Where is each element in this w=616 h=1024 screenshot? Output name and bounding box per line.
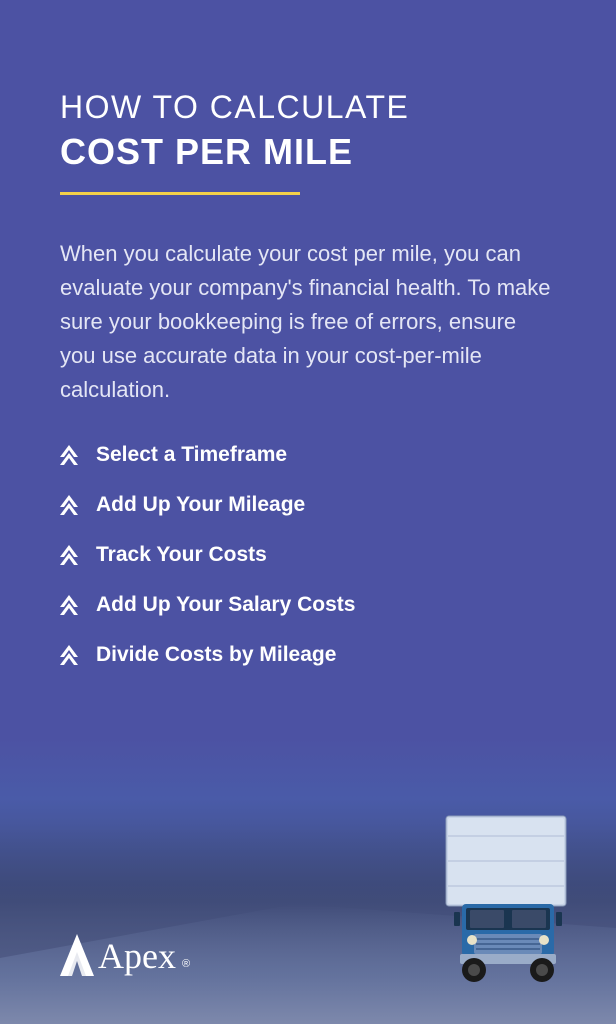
brand-logo: Apex ® bbox=[60, 934, 190, 976]
intro-paragraph: When you calculate your cost per mile, y… bbox=[60, 237, 556, 407]
registered-mark: ® bbox=[180, 958, 190, 976]
list-item-label: Select a Timeframe bbox=[96, 443, 287, 467]
brand-logo-text: Apex bbox=[98, 938, 176, 976]
list-item-label: Divide Costs by Mileage bbox=[96, 643, 336, 667]
chevron-up-icon bbox=[60, 645, 78, 665]
truck-illustration bbox=[426, 806, 586, 986]
chevron-up-icon bbox=[60, 445, 78, 465]
title-underline bbox=[60, 192, 300, 195]
list-item: Track Your Costs bbox=[60, 543, 556, 567]
title-line-1: HOW TO CALCULATE bbox=[60, 88, 556, 126]
title-line-2: COST PER MILE bbox=[60, 130, 556, 173]
chevron-up-icon bbox=[60, 545, 78, 565]
list-item: Add Up Your Salary Costs bbox=[60, 593, 556, 617]
list-item-label: Add Up Your Mileage bbox=[96, 493, 305, 517]
list-item: Select a Timeframe bbox=[60, 443, 556, 467]
list-item-label: Add Up Your Salary Costs bbox=[96, 593, 355, 617]
steps-list: Select a Timeframe Add Up Your Mileage T… bbox=[60, 443, 556, 667]
list-item: Add Up Your Mileage bbox=[60, 493, 556, 517]
chevron-up-icon bbox=[60, 595, 78, 615]
list-item-label: Track Your Costs bbox=[96, 543, 267, 567]
apex-logo-icon bbox=[60, 934, 94, 976]
list-item: Divide Costs by Mileage bbox=[60, 643, 556, 667]
chevron-up-icon bbox=[60, 495, 78, 515]
